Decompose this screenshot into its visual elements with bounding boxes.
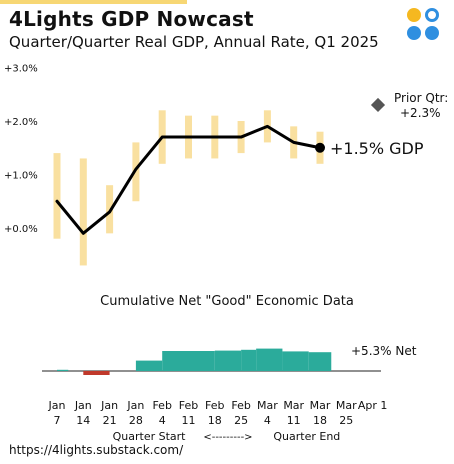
prior-quarter-value: +2.3% — [400, 106, 441, 120]
forecast-range-bar — [53, 153, 61, 239]
x-tick-label: 4 — [159, 414, 166, 427]
quarter-span-arrow: <---------> — [203, 432, 252, 443]
page-subtitle: Quarter/Quarter Real GDP, Annual Rate, Q… — [9, 33, 379, 51]
x-tick-label: 14 — [76, 414, 90, 427]
gdp-data-point — [161, 135, 164, 139]
gdp-data-point — [266, 125, 269, 128]
forecast-range-bar — [79, 158, 87, 266]
gdp-data-point — [213, 135, 216, 139]
x-tick-label: Mar — [283, 399, 304, 412]
latest-gdp-label: +1.5% GDP — [330, 139, 424, 158]
x-tick-label: Mar — [336, 399, 357, 412]
x-tick-label: 7 — [54, 414, 61, 427]
logo-dot-ring — [425, 8, 439, 22]
x-tick-label: Jan — [48, 399, 66, 412]
gdp-data-point — [187, 135, 190, 139]
x-tick-label: Jan — [126, 399, 144, 412]
prior-quarter-label: Prior Qtr: — [394, 91, 448, 105]
x-tick-label: Feb — [152, 399, 171, 412]
x-tick-label: 18 — [313, 414, 327, 427]
x-tick-label: Feb — [231, 399, 250, 412]
logo-dot-yellow — [407, 8, 421, 22]
x-tick-label: 25 — [234, 414, 248, 427]
net-data-positive-step — [241, 349, 257, 371]
net-data-negative-step — [83, 371, 110, 375]
net-data-positive-step — [162, 351, 215, 371]
y-tick-label: +0.0% — [4, 224, 38, 235]
x-tick-label: Jan — [100, 399, 118, 412]
quarter-end-label: Quarter End — [273, 430, 340, 443]
gdp-data-point — [134, 167, 138, 171]
gdp-data-point — [239, 135, 243, 139]
x-tick-label: Mar — [310, 399, 331, 412]
logo-dot-blue-right — [425, 26, 439, 40]
net-data-positive-step — [256, 348, 283, 371]
accent-bar — [0, 0, 187, 4]
y-tick-label: +3.0% — [4, 64, 38, 75]
x-tick-label: 18 — [208, 414, 222, 427]
x-tick-label: Mar — [257, 399, 278, 412]
x-tick-label: 28 — [129, 414, 143, 427]
x-tick-label: Feb — [205, 399, 224, 412]
gdp-data-point — [108, 210, 111, 214]
net-data-positive-step — [282, 351, 309, 371]
net-data-positive-step — [135, 360, 163, 371]
x-tick-label: 4 — [264, 414, 271, 427]
four-dots-logo-icon — [407, 8, 441, 42]
gdp-data-point — [55, 200, 59, 203]
gdp-data-point — [292, 141, 295, 144]
net-data-positive-step — [308, 352, 332, 371]
x-tick-label: 11 — [182, 414, 196, 427]
x-tick-label: Apr 1 — [358, 399, 388, 412]
net-data-positive-step — [214, 350, 242, 371]
net-data-label: +5.3% Net — [351, 344, 417, 358]
latest-gdp-point — [315, 142, 325, 153]
prior-quarter-marker — [370, 97, 386, 113]
x-tick-label: 11 — [287, 414, 301, 427]
y-tick-label: +2.0% — [4, 117, 38, 128]
logo-dot-blue-left — [407, 26, 421, 40]
x-tick-label: Feb — [179, 399, 198, 412]
x-tick-label: 21 — [103, 414, 117, 427]
y-tick-label: +1.0% — [4, 171, 38, 182]
bottom-chart-title: Cumulative Net "Good" Economic Data — [100, 294, 354, 309]
net-data-positive-step — [57, 369, 69, 371]
x-tick-label: 25 — [339, 414, 353, 427]
page-title: 4Lights GDP Nowcast — [9, 7, 254, 31]
gdp-data-point — [82, 232, 85, 235]
x-tick-label: Jan — [74, 399, 92, 412]
source-link[interactable]: https://4lights.substack.com/ — [9, 443, 184, 457]
quarter-start-label: Quarter Start — [113, 430, 187, 443]
